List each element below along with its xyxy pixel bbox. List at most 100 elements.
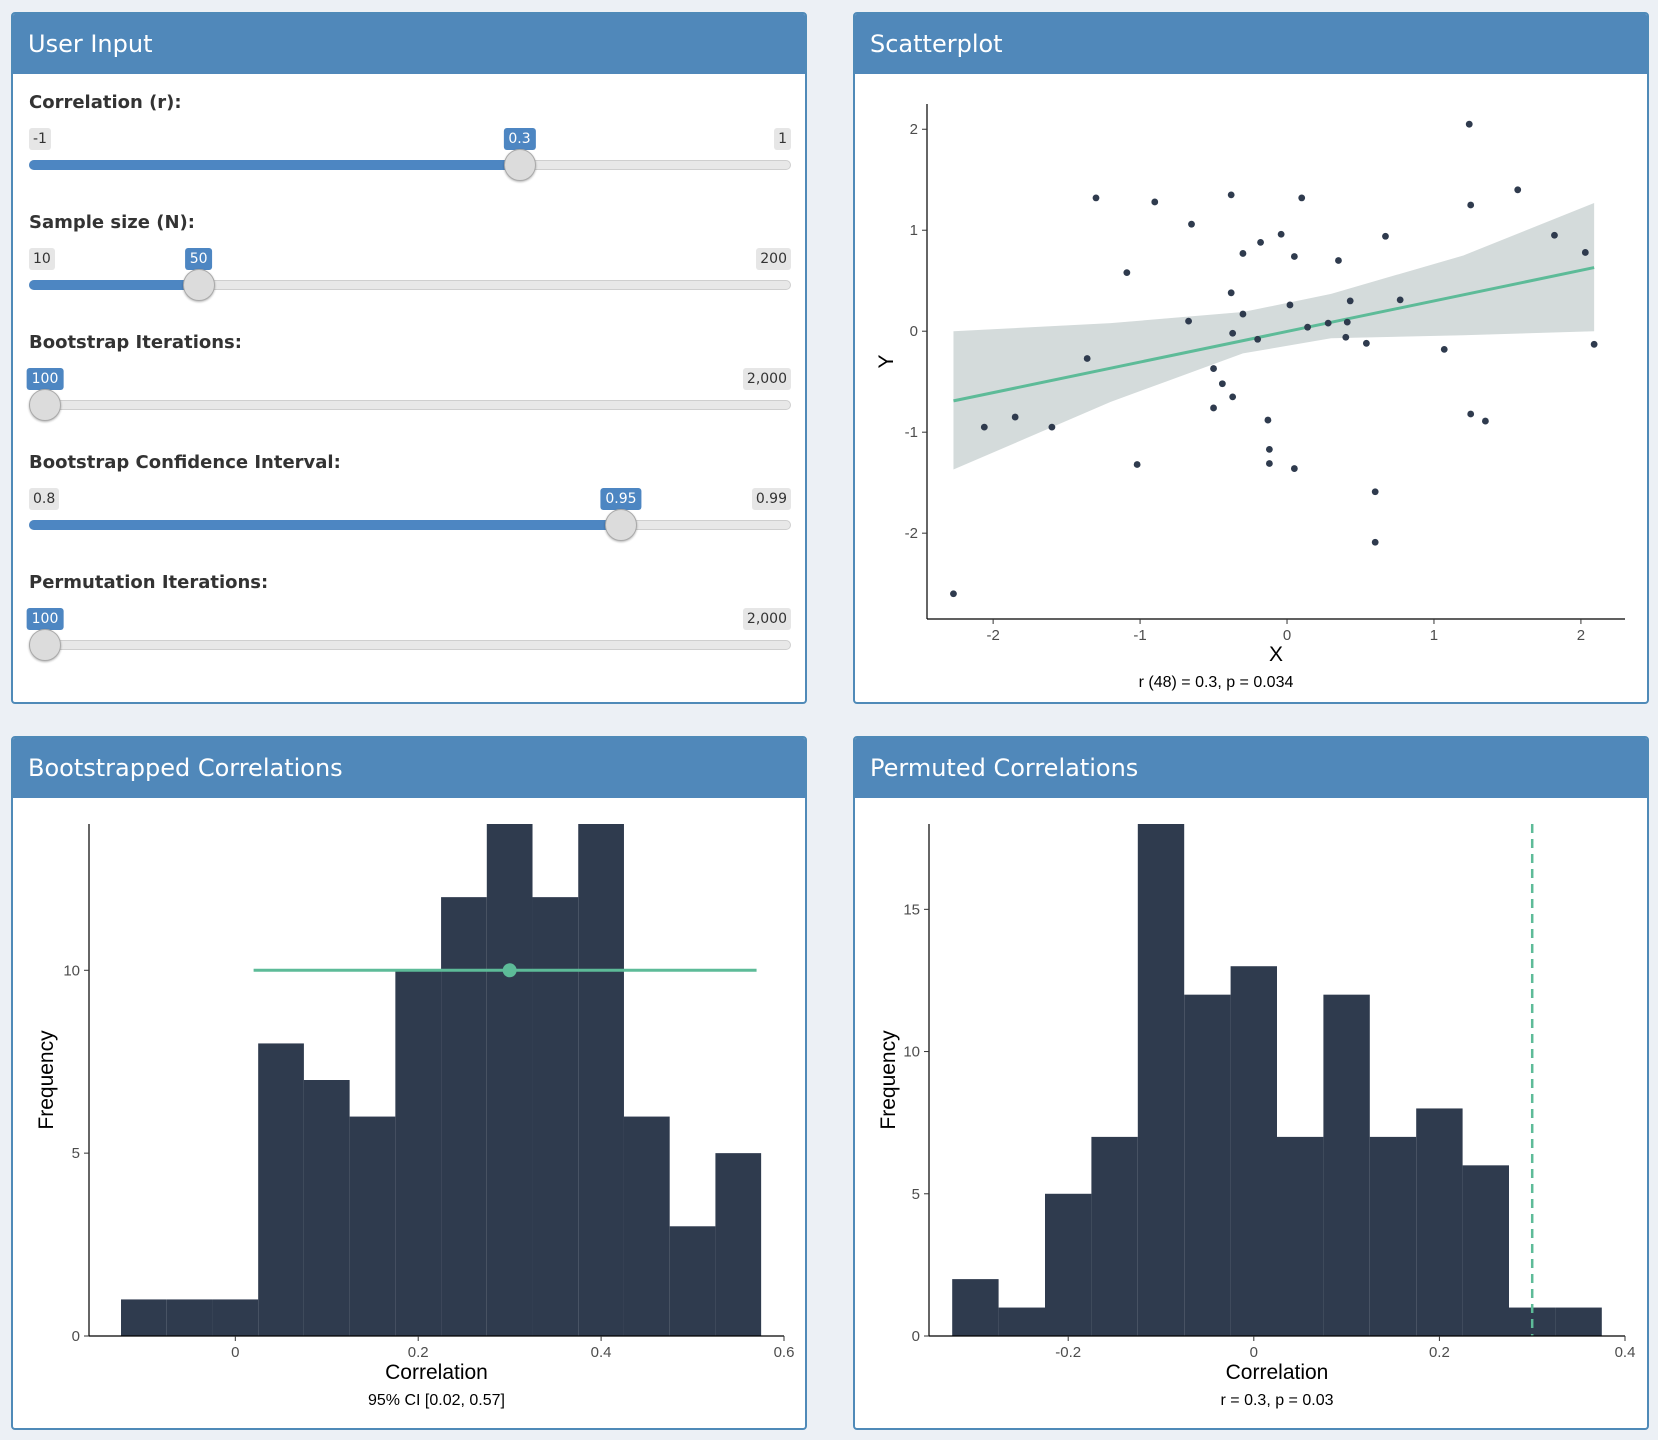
slider-value-label: 0.95 — [600, 488, 642, 510]
histogram-bar — [212, 1299, 259, 1336]
slider-max-label: 1 — [774, 128, 791, 150]
slider-label: Correlation (r): — [29, 92, 182, 113]
data-point — [1151, 198, 1159, 206]
data-point — [1229, 329, 1237, 337]
slider-value-label: 0.3 — [503, 128, 536, 150]
slider-group: Bootstrap Iterations: 2,000 100 — [26, 332, 791, 432]
y-tick-label: 0 — [910, 323, 918, 340]
slider-handle[interactable] — [29, 389, 61, 421]
data-point — [1346, 297, 1354, 305]
histogram-bar — [166, 1299, 213, 1336]
histogram-bar — [1323, 994, 1370, 1336]
x-tick-label: 0.4 — [591, 1344, 612, 1361]
data-point — [1265, 445, 1273, 453]
data-point — [1298, 194, 1306, 202]
slider-min-label: -1 — [29, 128, 51, 150]
confidence-band — [953, 202, 1595, 470]
histogram-bar — [715, 1153, 762, 1336]
data-point — [1382, 232, 1389, 240]
y-tick-label: 0 — [912, 1328, 920, 1345]
data-point — [1239, 310, 1247, 318]
x-tick-label: 0.2 — [1429, 1344, 1450, 1361]
slider-label: Bootstrap Iterations: — [29, 332, 242, 353]
data-point — [1239, 250, 1247, 257]
permutation-histogram: -0.2 0 0.2 0.4 0 5 10 15 Correlation Frequency r =… — [877, 824, 1635, 1409]
data-point — [1133, 461, 1141, 468]
histogram-bar — [395, 970, 442, 1336]
slider-group: Bootstrap Confidence Interval: 0.8 0.99 0.9… — [29, 452, 791, 552]
slider-track[interactable] — [29, 640, 791, 650]
permutation-panel: Permuted Correlations -0.2 0 0.2 0.4 0 5 10 15 C… — [853, 736, 1649, 1430]
slider-track[interactable] — [29, 400, 791, 410]
data-point — [1229, 393, 1237, 401]
x-tick-label: -1 — [1133, 627, 1146, 644]
x-tick-label: 0 — [1250, 1344, 1258, 1361]
slider-handle[interactable] — [29, 629, 61, 661]
data-point — [1581, 249, 1589, 256]
histogram-bar — [1277, 1136, 1324, 1336]
slider-max-label: 2,000 — [742, 368, 791, 390]
data-point — [1467, 201, 1475, 209]
histogram-bar — [258, 1043, 304, 1336]
data-point — [1371, 488, 1379, 496]
histogram-bar — [1045, 1193, 1092, 1336]
data-point — [1551, 231, 1558, 239]
data-point — [1083, 355, 1091, 362]
histogram-bar — [669, 1226, 716, 1336]
data-point — [1290, 253, 1298, 260]
slider-handle[interactable] — [182, 269, 215, 301]
data-point — [1335, 257, 1342, 264]
slider-fill — [29, 520, 621, 530]
histogram-bar — [1555, 1307, 1602, 1336]
data-point — [1277, 230, 1285, 238]
panel-title: Bootstrapped Correlations — [13, 738, 805, 798]
data-point — [1286, 301, 1294, 309]
y-tick-label: 2 — [910, 121, 918, 138]
data-point — [1048, 423, 1056, 431]
slider-handle[interactable] — [503, 149, 536, 181]
y-tick-label: 5 — [912, 1186, 920, 1203]
slider-handle[interactable] — [604, 509, 637, 541]
slider-min-label: 0.8 — [29, 488, 60, 510]
slider-value-label: 100 — [26, 608, 64, 630]
y-axis-label: Y — [875, 354, 898, 368]
data-point — [1210, 404, 1217, 412]
slider-max-label: 0.99 — [751, 488, 791, 510]
regression-line — [953, 266, 1595, 403]
data-point — [1092, 194, 1100, 202]
histogram-bar — [1184, 994, 1231, 1336]
data-point — [1362, 339, 1370, 347]
panel-title: Permuted Correlations — [855, 738, 1647, 798]
x-tick-label: 0 — [1283, 627, 1291, 644]
slider-fill — [29, 160, 520, 170]
slider-group: Correlation (r): -1 1 0.3 — [29, 92, 791, 192]
y-axis-label: Frequency — [877, 1030, 900, 1130]
y-tick-label: 5 — [72, 1145, 80, 1162]
data-point — [1257, 238, 1264, 246]
data-point — [1324, 319, 1332, 327]
scatterplot-chart: -2 -1 0 1 2 -2 -1 0 1 2 X Yr (48) = 0.3, p = 0.034 — [875, 104, 1625, 691]
histogram-bar — [349, 1116, 396, 1336]
slider-max-label: 200 — [756, 248, 791, 270]
x-axis-label: Correlation — [385, 1361, 488, 1384]
chart-caption: 95% CI [0.02, 0.57] — [368, 1392, 505, 1409]
y-tick-label: -2 — [905, 525, 918, 542]
data-point — [1371, 538, 1379, 546]
x-tick-label: 0.6 — [774, 1344, 795, 1361]
x-tick-label: 1 — [1430, 627, 1438, 644]
histogram-bar — [486, 824, 533, 1336]
data-point — [1465, 120, 1473, 128]
x-axis-label: Correlation — [1226, 1361, 1329, 1384]
data-point — [1343, 318, 1351, 326]
bootstrap-histogram: 0 0.2 0.4 0.6 0 5 10 Correlation Frequency 95% CI… — [35, 824, 795, 1409]
histogram-bar — [1462, 1165, 1509, 1336]
data-point — [1590, 340, 1598, 348]
histogram-bar — [1137, 824, 1185, 1336]
histogram-bar — [952, 1279, 999, 1336]
x-tick-label: -2 — [986, 627, 999, 644]
slider-value-label: 100 — [26, 368, 64, 390]
panel-title: Scatterplot — [855, 14, 1647, 74]
histogram-bar — [1416, 1108, 1463, 1336]
x-axis-label: X — [1269, 643, 1283, 666]
chart-caption: r (48) = 0.3, p = 0.034 — [1139, 674, 1294, 691]
